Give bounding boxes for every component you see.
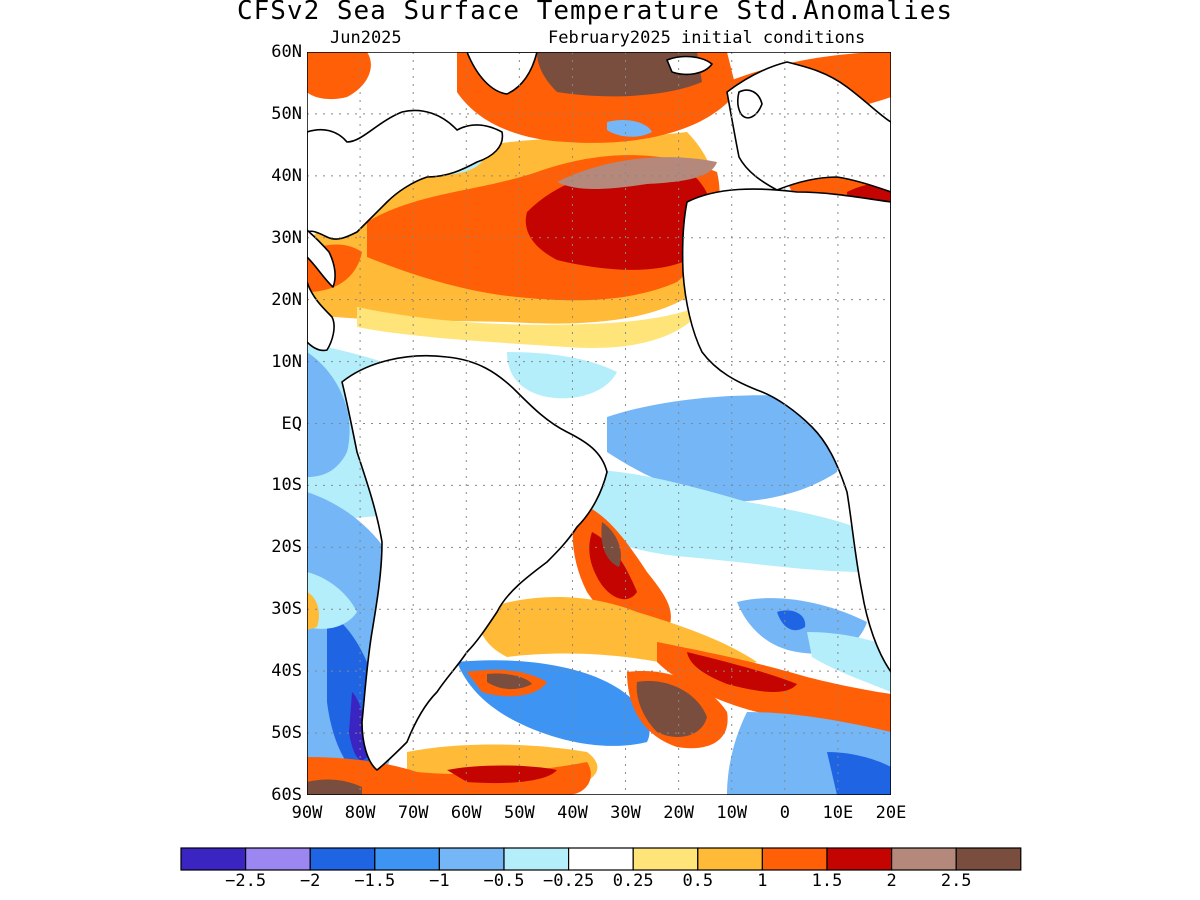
valid-month: Jun2025 <box>330 28 402 48</box>
longitude-tick-label: 30W <box>610 803 641 823</box>
longitude-tick-label: 70W <box>397 803 429 823</box>
initial-conditions: February2025 initial conditions <box>548 28 866 48</box>
colorbar-swatch <box>438 847 505 871</box>
colorbar-swatch <box>632 847 699 871</box>
greenland-landmass <box>466 52 538 95</box>
latitude-tick-label: 50N <box>271 103 302 124</box>
colorbar-label: 2.5 <box>940 871 972 891</box>
colorbar-label: −0.5 <box>483 871 525 891</box>
latitude-tick-label: 30S <box>271 599 302 620</box>
colorbar-label: −1 <box>429 871 450 891</box>
longitude-tick-label: 0 <box>779 803 790 823</box>
longitude-tick-label: 10E <box>822 803 854 823</box>
latitude-tick-label: 20N <box>271 289 302 310</box>
longitude-tick-label: 50W <box>504 803 535 823</box>
latitude-tick-label: EQ <box>281 413 302 434</box>
longitude-tick-label: 60W <box>450 803 482 823</box>
colorbar-swatch <box>180 847 247 871</box>
central-america-landmass <box>307 281 335 352</box>
longitude-tick-label: 10W <box>716 803 748 823</box>
latitude-tick-label: 60N <box>271 42 302 62</box>
latitude-tick-label: 40N <box>271 165 302 186</box>
longitude-tick-label: 90W <box>291 803 323 823</box>
colorbar-swatch <box>309 847 376 871</box>
colorbar-swatch <box>568 847 634 871</box>
colorbar-swatch <box>503 847 570 871</box>
latitude-tick-label: 10N <box>271 351 302 372</box>
africa-landmass <box>681 188 891 673</box>
colorbar-swatch <box>374 847 441 871</box>
longitude-tick-label: 40W <box>557 803 588 823</box>
colorbar-label: −2 <box>299 871 321 891</box>
colorbar-label: 1 <box>757 871 768 891</box>
south-atlantic-anomalies <box>307 492 891 795</box>
longitude-tick-label: 20W <box>663 803 694 823</box>
latitude-tick-label: 60S <box>271 785 302 805</box>
latitude-tick-label: 40S <box>271 661 302 682</box>
colorbar-swatch <box>826 847 893 871</box>
land-masses <box>307 52 891 771</box>
latitude-tick-label: 20S <box>271 537 302 558</box>
europe-landmass <box>726 61 891 193</box>
sst-anomaly-map <box>307 52 891 795</box>
graticule <box>307 52 891 795</box>
colorbar-label: 0.5 <box>682 871 714 891</box>
colorbar-label: 0.25 <box>612 871 654 891</box>
colorbar-label: 2 <box>886 871 897 891</box>
latitude-tick-label: 30N <box>271 227 302 248</box>
colorbar-swatch <box>244 847 311 871</box>
colorbar-label: 1.5 <box>811 871 843 891</box>
british-isles-landmass <box>736 89 763 119</box>
colorbar-swatches <box>180 847 1022 871</box>
colorbar-label: −2.5 <box>225 871 267 891</box>
colorbar-swatch <box>955 847 1022 871</box>
colorbar-swatch <box>890 847 957 871</box>
longitude-tick-label: 20E <box>875 803 907 823</box>
north-america-landmass <box>307 109 504 240</box>
colorbar-swatch <box>697 847 763 871</box>
florida-landmass <box>307 229 336 288</box>
chart-title: CFSv2 Sea Surface Temperature Std.Anomal… <box>236 0 954 26</box>
colorbar-swatch <box>761 847 828 871</box>
latitude-tick-label: 10S <box>271 475 302 496</box>
latitude-tick-label: 50S <box>271 723 302 744</box>
longitude-tick-label: 80W <box>344 803 376 823</box>
colorbar-label: −1.5 <box>354 871 396 891</box>
south-america-landmass <box>341 354 608 771</box>
colorbar-label: −0.25 <box>543 871 595 891</box>
